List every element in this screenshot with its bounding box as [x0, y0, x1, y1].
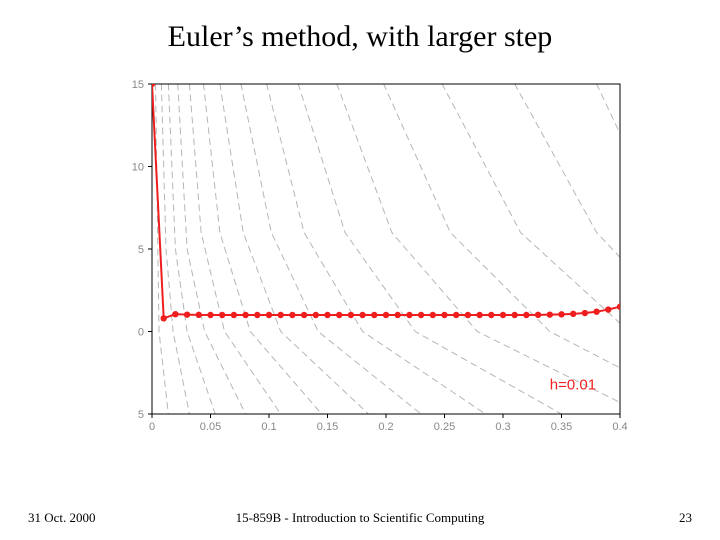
- svg-text:0.25: 0.25: [434, 421, 455, 433]
- footer-course: 15-859B - Introduction to Scientific Com…: [0, 510, 720, 526]
- svg-text:0.05: 0.05: [200, 421, 221, 433]
- svg-text:0.4: 0.4: [612, 421, 627, 433]
- svg-text:15: 15: [132, 79, 144, 91]
- svg-text:5: 5: [138, 409, 144, 421]
- slide-footer: 31 Oct. 2000 15-859B - Introduction to S…: [0, 506, 720, 526]
- svg-text:0.1: 0.1: [261, 421, 276, 433]
- footer-page: 23: [679, 510, 692, 526]
- svg-text:0: 0: [149, 421, 155, 433]
- svg-text:0: 0: [138, 327, 144, 339]
- svg-text:0.15: 0.15: [317, 421, 338, 433]
- slide-title: Euler’s method, with larger step: [0, 20, 720, 54]
- svg-text:h=0.01: h=0.01: [550, 376, 596, 393]
- svg-text:5: 5: [138, 244, 144, 256]
- svg-text:0.2: 0.2: [378, 421, 393, 433]
- euler-chart: 00.050.10.150.20.250.30.350.45051015h=0.…: [120, 78, 630, 438]
- svg-text:10: 10: [132, 162, 144, 174]
- chart-container: 00.050.10.150.20.250.30.350.45051015h=0.…: [120, 78, 630, 438]
- svg-text:0.35: 0.35: [551, 421, 572, 433]
- svg-text:0.3: 0.3: [495, 421, 510, 433]
- slide: Euler’s method, with larger step 0 0.05 0.…: [0, 0, 720, 540]
